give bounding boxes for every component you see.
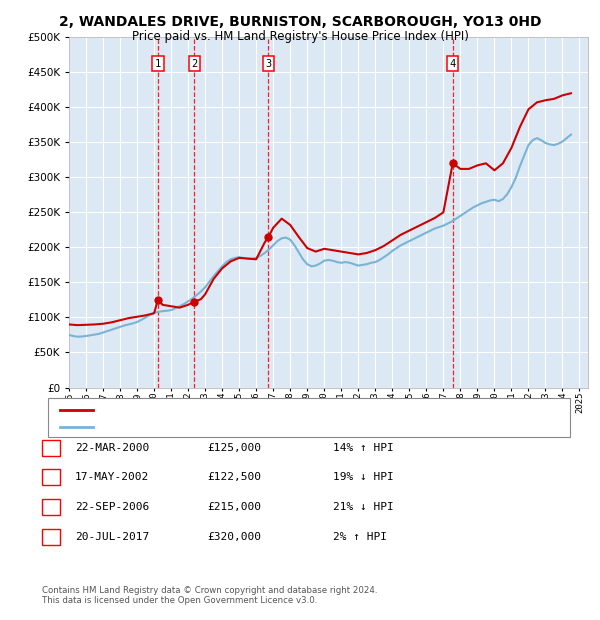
Text: 17-MAY-2002: 17-MAY-2002: [75, 472, 149, 482]
Text: £122,500: £122,500: [207, 472, 261, 482]
Text: £125,000: £125,000: [207, 443, 261, 453]
Text: 20-JUL-2017: 20-JUL-2017: [75, 532, 149, 542]
Text: 2, WANDALES DRIVE, BURNISTON, SCARBOROUGH, YO13 0HD (detached house): 2, WANDALES DRIVE, BURNISTON, SCARBOROUG…: [96, 405, 514, 415]
Text: Contains HM Land Registry data © Crown copyright and database right 2024.
This d: Contains HM Land Registry data © Crown c…: [42, 586, 377, 605]
Text: 2: 2: [191, 59, 197, 69]
Text: 3: 3: [47, 502, 55, 512]
Text: Price paid vs. HM Land Registry's House Price Index (HPI): Price paid vs. HM Land Registry's House …: [131, 30, 469, 43]
Text: 22-SEP-2006: 22-SEP-2006: [75, 502, 149, 512]
Text: 4: 4: [449, 59, 456, 69]
Text: 21% ↓ HPI: 21% ↓ HPI: [333, 502, 394, 512]
Text: £215,000: £215,000: [207, 502, 261, 512]
Text: 22-MAR-2000: 22-MAR-2000: [75, 443, 149, 453]
Text: 14% ↑ HPI: 14% ↑ HPI: [333, 443, 394, 453]
Text: 4: 4: [47, 532, 55, 542]
Text: 1: 1: [155, 59, 161, 69]
Text: £320,000: £320,000: [207, 532, 261, 542]
Text: 2% ↑ HPI: 2% ↑ HPI: [333, 532, 387, 542]
Text: 1: 1: [47, 443, 55, 453]
Text: 2: 2: [47, 472, 55, 482]
Text: 19% ↓ HPI: 19% ↓ HPI: [333, 472, 394, 482]
Text: 2, WANDALES DRIVE, BURNISTON, SCARBOROUGH, YO13 0HD: 2, WANDALES DRIVE, BURNISTON, SCARBOROUG…: [59, 16, 541, 30]
Text: HPI: Average price, detached house, North Yorkshire: HPI: Average price, detached house, Nort…: [96, 422, 369, 432]
Text: 3: 3: [265, 59, 272, 69]
